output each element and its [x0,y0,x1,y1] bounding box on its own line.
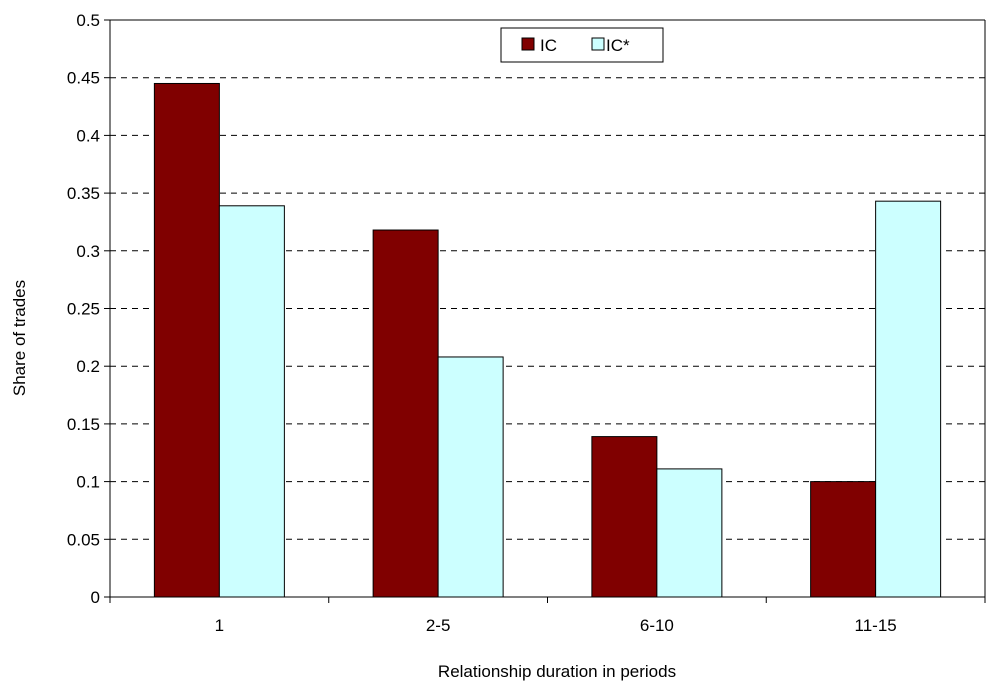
x-tick-label: 1 [215,616,224,635]
legend: IC IC* [500,27,664,63]
y-axis-title: Share of trades [10,280,29,396]
bar-ic-star-11-15 [875,200,942,598]
legend-swatch-ic [521,37,535,51]
bars [153,82,942,598]
y-tick-label: 0.2 [76,357,100,376]
legend-swatch-ic-star [591,37,605,51]
x-tick-label: 11-15 [855,616,897,635]
y-tick-label: 0.05 [67,530,100,549]
bar-ic-2-5 [372,229,439,598]
bar-ic-11-15 [810,481,877,598]
y-tick-label: 0.4 [76,126,100,145]
bar-ic-star-2-5 [437,356,504,598]
bar-ic-6-10 [591,436,658,598]
y-tick-label: 0.15 [67,415,100,434]
x-tick-label: 2-5 [426,616,451,635]
y-tick-label: 0.25 [67,300,100,319]
y-tick-labels: 0 0.05 0.1 0.15 0.2 0.25 0.3 0.35 0.4 0.45 0.5 [67,11,100,607]
y-tick-label: 0.45 [67,69,100,88]
bar-ic-star-1 [218,205,285,598]
x-axis-title: Relationship duration in periods [438,662,676,681]
legend-label-ic: IC [540,36,557,55]
x-tick-labels: 1 2-5 6-10 11-15 [215,616,897,635]
y-tick-label: 0.5 [76,11,100,30]
bar-ic-star-6-10 [656,468,723,598]
y-tick-label: 0 [91,588,100,607]
bar-ic-1 [153,82,220,598]
y-tick-label: 0.3 [76,242,100,261]
axes [104,19,986,603]
legend-label-ic-star: IC* [606,36,630,55]
y-tick-label: 0.35 [67,184,100,203]
y-tick-label: 0.1 [76,473,100,492]
x-tick-label: 6-10 [640,616,674,635]
